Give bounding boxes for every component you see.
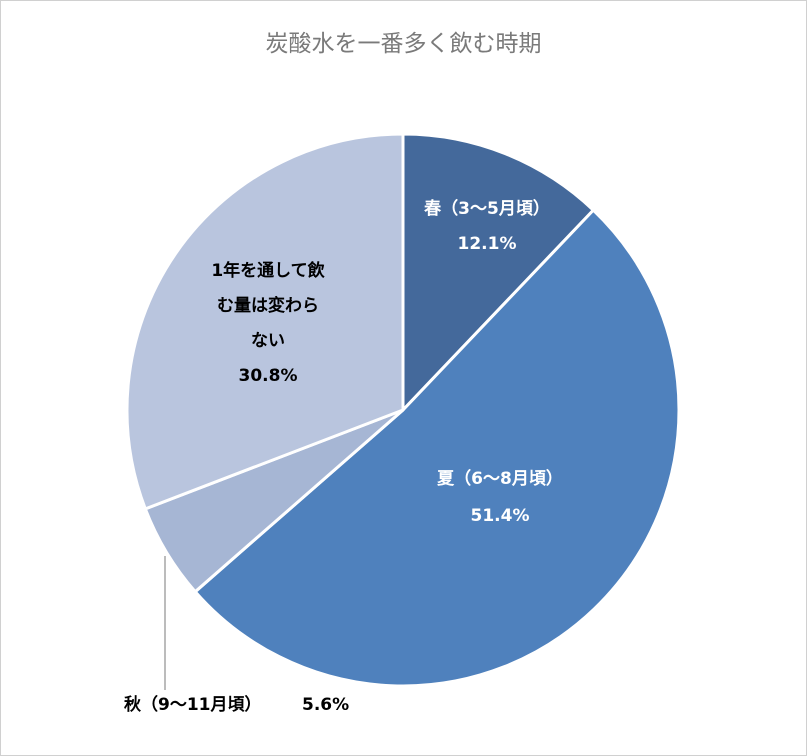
slice-yearround <box>125 132 405 511</box>
value-summer: 51.4% <box>471 506 530 526</box>
slice-spring <box>401 132 595 412</box>
value-spring: 12.1% <box>458 234 517 254</box>
label-spring: 春（3〜5月頃） <box>424 198 550 219</box>
slice-summer <box>193 208 681 688</box>
value-yearround: 30.8% <box>239 366 298 386</box>
label-autumn: 秋（9〜11月頃） <box>124 694 262 715</box>
label-yearround-line1: 1年を通して飲 <box>211 260 325 281</box>
label-summer: 夏（6〜8月頃） <box>437 468 563 489</box>
chart-title: 炭酸水を一番多く飲む時期 <box>265 31 542 57</box>
label-yearround-line2: む量は変わら <box>217 295 319 316</box>
value-autumn: 5.6% <box>302 695 349 715</box>
label-yearround-line3: ない <box>251 331 285 351</box>
